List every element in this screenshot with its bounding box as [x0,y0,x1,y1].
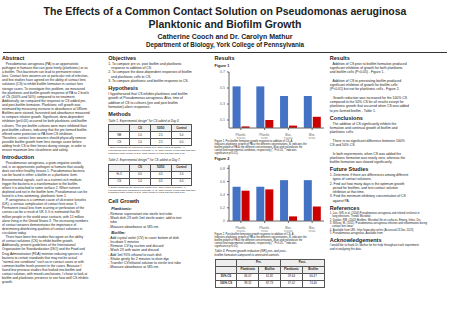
svg-text:Bio.100%: Bio.100% [283,133,293,139]
html-text:Results: Results [329,55,350,61]
html-text:Pre-: Pre- [255,260,262,265]
svg-text:0.6: 0.6 [220,180,225,184]
html-text:I would like to thank Dr. Math: I would like to thank Dr. Mathur for her… [329,243,419,251]
html-text:- Add crystal violet (CV) to c: - Add crystal violet (CV) to cover botto… [108,235,181,270]
html-text:- Remove supernatant into ster: - Remove supernatant into sterile test t… [108,211,182,229]
html-text:66.47: 66.47 [309,274,317,279]
html-text:50/50: 50/50 [157,165,165,170]
html-text:Pseudomonas aeruginosa (PA) is: Pseudomonas aeruginosa (PA) is an opport… [2,61,90,153]
svg-text:0.5: 0.5 [220,86,225,90]
html-text:Figure 2. Post-biofilm formati: Figure 2. Post-biofilm formation growth … [214,232,307,249]
html-text:Addition of CS prior to biofil: Addition of CS prior to biofilm formatio… [329,61,409,113]
svg-text:Bio.50%: Bio.50% [308,226,316,232]
svg-text:Bio.100%: Bio.100% [283,226,293,232]
html-text:NB: NB [117,133,122,137]
html-text:Objectives: Objectives [108,55,137,61]
html-text:100% CS: 100% CS [219,281,233,286]
svg-text:0.4: 0.4 [220,193,225,197]
html-text:CS: CS [137,165,142,170]
html-text:Biofilm: Biofilm [308,267,319,272]
html-text:Post-: Post- [298,260,306,265]
html-text:H₂O: H₂O [116,172,122,177]
html-text:CS: CS [117,179,122,184]
html-text:0.0: 0.0 [179,140,184,144]
html-text:References: References [329,204,360,211]
html-text:Cell Growth: Cell Growth [108,198,140,205]
html-text:37.42: 37.42 [287,281,295,286]
html-text:** Some conditions are altered: ** Some conditions are altered for cultu… [108,185,197,195]
html-text:Table 1. Experimental design*: Table 1. Experimental design* for CS add… [108,118,180,123]
html-text:Table 2. Experimental design**: Table 2. Experimental design** for CS ad… [108,158,181,163]
html-text:Planktonic:: Planktonic: [111,207,132,212]
svg-text:Plankt.100%: Plankt.100% [235,133,246,139]
html-text:0.5: 0.5 [158,179,163,184]
html-text:66.07: 66.07 [244,274,252,279]
html-text:Conclusions: Conclusions [329,114,363,121]
html-text:50/50: 50/50 [157,126,165,130]
html-text:50% CS: 50% CS [220,274,232,279]
html-text:I hypothesized that CS inhibit: I hypothesized that CS inhibits plankton… [108,92,188,109]
html-text:Planktonic: Planktonic [284,267,299,272]
html-text:Biofilm:: Biofilm: [111,230,126,235]
html-text:1. Determine if there are diff: 1. Determine if there are differences am… [329,173,409,203]
svg-text:Plankt.100%: Plankt.100% [235,226,246,232]
html-text:Methods: Methods [108,111,131,117]
html-text:Control: Control [176,126,187,130]
svg-text:0.1: 0.1 [220,118,225,122]
svg-text:0.7: 0.7 [220,70,225,74]
html-text:* Some conditions are altered: * Some conditions are altered for cultur… [108,146,197,156]
html-text:The Effects of a Common Contac: The Effects of a Common Contact Solution… [43,5,407,30]
html-text:1. Lau, GW, et al. (2004) Pseu: 1. Lau, GW, et al. (2004) Pseudomonas ae… [329,211,427,235]
html-text:Introduction: Introduction [2,154,35,161]
svg-text:Bio.50%: Bio.50% [308,133,316,139]
html-text:1.0: 1.0 [137,140,142,144]
svg-text:0.3: 0.3 [220,102,225,106]
html-text:Figure 1. Pre-biofilm formatio: Figure 1. Pre-biofilm formation growth r… [214,139,307,155]
html-text:Table 3. Percent growth reduct: Table 3. Percent growth reduction (GR) p… [214,249,287,257]
html-text:1.0: 1.0 [137,179,142,184]
html-text:87.73: 87.73 [266,281,274,286]
html-text:1.0: 1.0 [137,133,142,137]
html-text:CS: CS [137,126,142,130]
svg-text:0.2: 0.2 [220,206,225,210]
html-text:Catherine Cooch and Dr. Caroly: Catherine Cooch and Dr. Carolyn Mathur [157,33,293,40]
html-text:Results: Results [214,55,235,61]
html-text:Planktonic: Planktonic [240,267,256,272]
html-text:19.64: 19.64 [287,274,295,279]
html-text:Figure 2: Figure 2 [214,157,230,162]
html-text:0.5: 0.5 [158,172,163,177]
html-text:Hypothesis: Hypothesis [108,85,138,92]
html-text:98.32: 98.32 [244,281,252,286]
html-text:Control: Control [176,165,187,170]
html-text:5.0: 5.0 [179,133,184,137]
html-text:The addition of CS significant: The addition of CS significantly inhibit… [329,121,406,164]
html-text:1.0: 1.0 [179,172,184,177]
html-text:Abstract: Abstract [2,55,25,61]
html-text:74.46: 74.46 [309,281,317,286]
html-text:2.5: 2.5 [158,140,163,144]
svg-text:0.8: 0.8 [220,166,225,170]
html-text:Figure 1: Figure 1 [214,63,230,68]
svg-text:0: 0 [223,219,225,223]
html-text:CS: CS [117,140,122,144]
html-text:Future Studies: Future Studies [329,166,369,173]
html-text:Pseudomonas aeruginosa, a gram: Pseudomonas aeruginosa, a gram-negative … [2,161,89,285]
html-text:61.82: 61.82 [266,274,274,279]
html-text:2.5: 2.5 [158,133,163,137]
html-text:0.0: 0.0 [137,172,142,177]
svg-text:Plankt.50%: Plankt.50% [259,133,270,139]
html-text:Department of Biology, York Co: Department of Biology, York College of P… [145,41,305,48]
svg-text:Plankt.50%: Plankt.50% [259,226,270,232]
html-text:1. To compare pre vs. post bio: 1. To compare pre vs. post biofilm and p… [108,61,192,83]
html-text:Biofilm: Biofilm [264,267,275,272]
html-text:0.0: 0.0 [179,179,184,184]
html-text:Acknowledgements: Acknowledgements [329,237,382,244]
